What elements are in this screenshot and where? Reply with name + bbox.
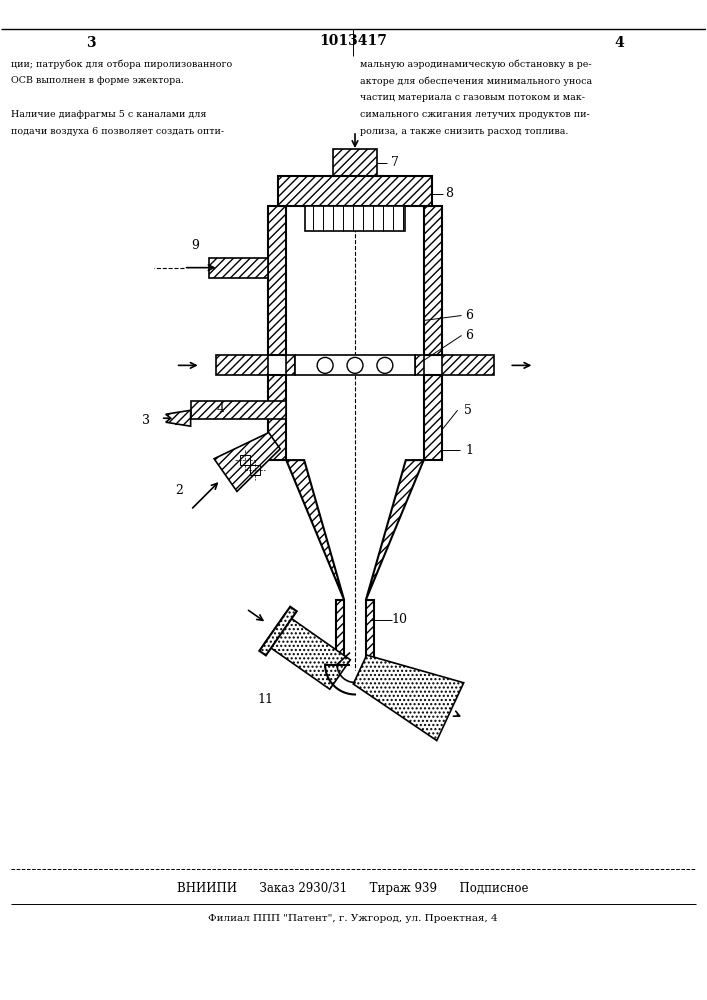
Circle shape (347, 357, 363, 373)
Bar (296, 355, 415, 375)
Polygon shape (423, 206, 442, 355)
Text: ОСВ выполнен в форме эжектора.: ОСВ выполнен в форме эжектора. (11, 76, 185, 85)
Bar (279, 176, 432, 206)
Bar (333, 149, 377, 176)
Bar (333, 149, 377, 176)
Text: 8: 8 (445, 187, 454, 200)
Circle shape (317, 357, 333, 373)
Text: 3: 3 (86, 36, 96, 50)
Polygon shape (442, 355, 494, 375)
Polygon shape (209, 258, 269, 278)
Bar (175, 412, 187, 424)
Polygon shape (286, 460, 344, 600)
Text: ролиза, а также снизить расход топлива.: ролиза, а также снизить расход топлива. (360, 127, 568, 136)
Text: 6: 6 (465, 309, 474, 322)
Polygon shape (336, 600, 344, 660)
Text: 10: 10 (392, 613, 408, 626)
Text: 4: 4 (614, 36, 624, 50)
Polygon shape (191, 401, 286, 419)
Polygon shape (264, 614, 351, 689)
Text: ции; патрубок для отбора пиролизованного: ции; патрубок для отбора пиролизованного (11, 59, 233, 69)
Polygon shape (366, 460, 423, 600)
Text: Наличие диафрагмы 5 с каналами для: Наличие диафрагмы 5 с каналами для (11, 110, 207, 119)
Bar (305, 206, 405, 231)
Polygon shape (415, 355, 423, 375)
Text: 2: 2 (175, 484, 182, 497)
Text: 1013417: 1013417 (319, 34, 387, 48)
Text: симального сжигания летучих продуктов пи-: симального сжигания летучих продуктов пи… (360, 110, 590, 119)
Bar (279, 176, 432, 206)
Text: 6: 6 (465, 329, 474, 342)
Text: мальную аэродинамическую обстановку в ре-: мальную аэродинамическую обстановку в ре… (360, 59, 592, 69)
Polygon shape (423, 375, 442, 460)
Text: 11: 11 (257, 693, 274, 706)
Text: 3: 3 (142, 414, 150, 427)
Text: 4: 4 (216, 402, 225, 415)
Text: 9: 9 (192, 239, 199, 252)
Text: Филиал ППП "Патент", г. Ужгород, ул. Проектная, 4: Филиал ППП "Патент", г. Ужгород, ул. Про… (208, 914, 498, 923)
Polygon shape (366, 600, 374, 660)
Polygon shape (259, 607, 297, 655)
Polygon shape (354, 655, 464, 741)
Bar (240, 455, 250, 465)
Polygon shape (269, 375, 286, 460)
Text: 1: 1 (465, 444, 474, 457)
Polygon shape (165, 410, 191, 426)
Polygon shape (286, 355, 296, 375)
Circle shape (377, 357, 393, 373)
Polygon shape (214, 433, 280, 491)
Text: подачи воздуха 6 позволяет создать опти-: подачи воздуха 6 позволяет создать опти- (11, 127, 225, 136)
Polygon shape (216, 355, 269, 375)
Text: акторе для обеспечения минимального уноса: акторе для обеспечения минимального унос… (360, 76, 592, 86)
Text: ВНИИПИ      Заказ 2930/31      Тираж 939      Подписное: ВНИИПИ Заказ 2930/31 Тираж 939 Подписное (177, 882, 529, 895)
Bar (250, 465, 260, 475)
Text: частиц материала с газовым потоком и мак-: частиц материала с газовым потоком и мак… (360, 93, 585, 102)
Text: 5: 5 (464, 404, 472, 417)
Polygon shape (269, 206, 286, 355)
Text: 7: 7 (391, 156, 399, 169)
